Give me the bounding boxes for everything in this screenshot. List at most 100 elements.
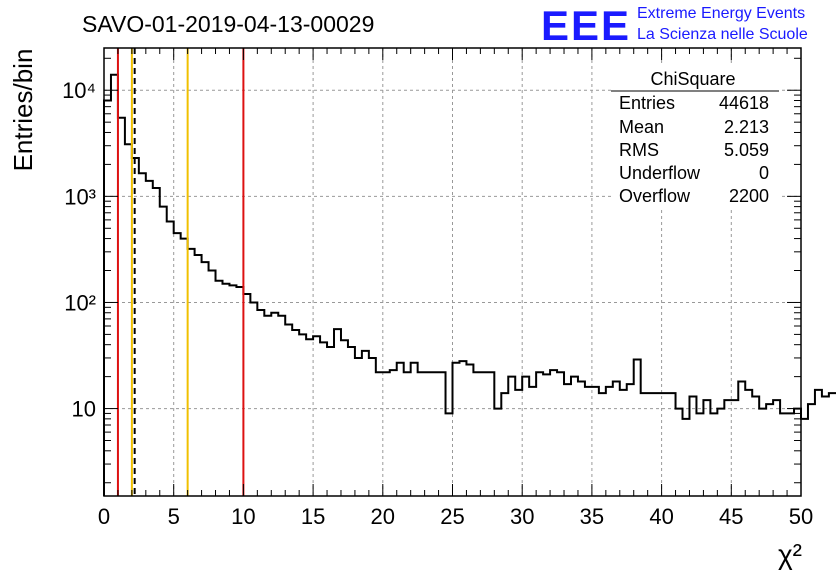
stats-value: 2.213 <box>724 117 769 137</box>
histogram-bin <box>696 413 703 496</box>
x-tick-label: 25 <box>440 504 464 529</box>
x-axis-label: χ² <box>778 539 802 570</box>
x-tick-label: 45 <box>719 504 743 529</box>
histogram-bin <box>473 372 480 496</box>
stats-value: 2200 <box>729 186 769 206</box>
histogram-bin <box>466 365 473 496</box>
histogram-bin <box>815 390 822 496</box>
stats-label: RMS <box>619 140 659 160</box>
histogram-bin <box>515 390 522 496</box>
histogram-bin <box>139 173 146 496</box>
marker-lines <box>116 48 245 496</box>
histogram-bin <box>257 310 264 496</box>
histogram-bin <box>676 409 683 496</box>
x-tick-label: 40 <box>649 504 673 529</box>
histogram-bin <box>634 360 641 496</box>
histogram-bin <box>397 363 404 496</box>
histogram-bin <box>404 372 411 496</box>
histogram-bin <box>271 313 278 496</box>
histogram-bin <box>355 358 362 496</box>
stats-box: ChiSquare Entries 44618 Mean 2.213 RMS 5… <box>611 66 779 208</box>
histogram-bin <box>822 396 829 496</box>
histogram-bin <box>341 340 348 496</box>
histogram-bin <box>759 409 766 496</box>
histogram-bin <box>299 334 306 496</box>
histogram-bin <box>320 342 327 496</box>
histogram-bin <box>160 207 167 496</box>
histogram-bin <box>250 302 257 496</box>
histogram-bin <box>222 284 229 496</box>
histogram-bin <box>801 419 808 496</box>
histogram-bin <box>780 413 787 496</box>
axis-ticks <box>103 48 802 496</box>
x-tick-labels: 0 5 10 15 20 25 30 35 40 45 50 <box>98 504 813 529</box>
histogram-bin <box>627 384 634 496</box>
histogram-bin <box>209 271 216 496</box>
y-axis-label: Entries/bin <box>8 49 38 172</box>
histogram-bin <box>432 372 439 496</box>
y-tick-labels: 10 10² 10³ 10⁴ <box>62 78 96 421</box>
x-tick-label: 0 <box>98 504 110 529</box>
histogram-bin <box>752 396 759 496</box>
histogram-bin <box>125 144 132 496</box>
eee-logo: EEE Extreme Energy Events La Scienza nel… <box>541 2 808 49</box>
histogram-bin <box>285 324 292 496</box>
logo-line-1: Extreme Energy Events <box>637 5 805 22</box>
histogram-bin <box>787 413 794 496</box>
stats-value: 44618 <box>719 93 769 113</box>
y-tick-label: 10⁴ <box>62 78 96 103</box>
histogram-bin <box>313 336 320 496</box>
histogram-bin <box>181 239 188 496</box>
histogram-bin <box>278 316 285 496</box>
histogram-bin <box>494 409 501 496</box>
histogram-bin <box>174 233 181 496</box>
stats-value: 0 <box>759 163 769 183</box>
histogram-bin <box>195 255 202 496</box>
stats-label: Underflow <box>619 163 701 183</box>
histogram-bin <box>480 372 487 496</box>
histogram-bin <box>369 358 376 496</box>
histogram-bin <box>153 188 160 496</box>
histogram-bin <box>167 221 174 496</box>
y-tick-label: 10 <box>72 397 96 422</box>
histogram-bin <box>439 372 446 496</box>
x-tick-label: 50 <box>789 504 813 529</box>
histogram-bin <box>529 387 536 496</box>
x-tick-label: 30 <box>510 504 534 529</box>
histogram-bin <box>243 294 250 496</box>
histogram-bin <box>745 390 752 496</box>
histogram-bin <box>731 400 738 496</box>
histogram-bin <box>146 181 153 496</box>
histogram-bin <box>453 363 460 496</box>
histogram-bin <box>459 361 466 496</box>
histogram-bin <box>334 329 341 496</box>
y-tick-label: 10² <box>64 290 96 315</box>
histogram-bin <box>104 101 111 496</box>
x-tick-label: 15 <box>301 504 325 529</box>
histogram-bin <box>118 118 125 496</box>
histogram-bin <box>292 330 299 496</box>
histogram-bin <box>522 377 529 496</box>
x-tick-label: 10 <box>231 504 255 529</box>
histogram-bin <box>585 387 592 496</box>
histogram-bin <box>571 377 578 496</box>
histogram-bin <box>229 285 236 496</box>
histogram-bin <box>620 390 627 496</box>
histogram-bin <box>418 372 425 496</box>
histogram-bin <box>411 363 418 496</box>
histogram-bin <box>557 372 564 496</box>
logo-text: EEE <box>541 2 631 49</box>
histogram-bin <box>703 400 710 496</box>
histogram-bin <box>390 370 397 496</box>
histogram-bin <box>773 400 780 496</box>
logo-line-2: La Scienza nelle Scuole <box>637 26 808 43</box>
histogram-bin <box>487 372 494 496</box>
histogram-bin <box>188 249 195 496</box>
histogram-bin <box>683 419 690 496</box>
histogram-bin <box>264 316 271 496</box>
histogram-bin <box>236 287 243 496</box>
histogram-bin <box>111 75 118 496</box>
histogram-bin <box>606 387 613 496</box>
histogram-bin <box>710 413 717 496</box>
histogram-bin <box>202 262 209 496</box>
